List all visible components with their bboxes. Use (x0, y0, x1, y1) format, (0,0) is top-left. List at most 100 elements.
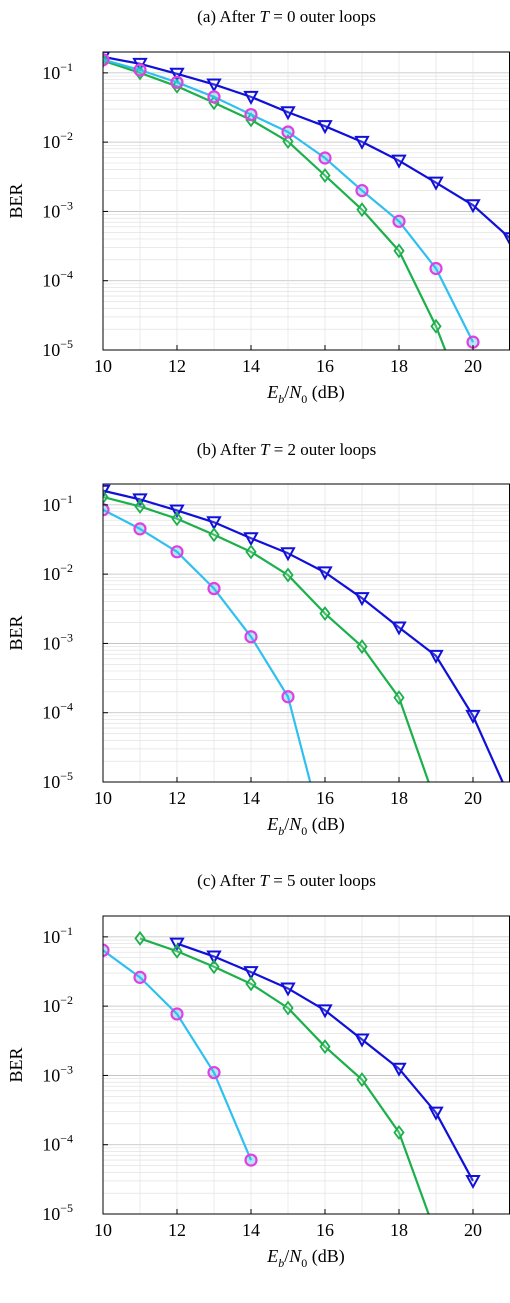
data-point (282, 134, 294, 150)
data-point (207, 1065, 221, 1080)
data-point (428, 649, 444, 665)
data-point (243, 532, 259, 547)
series-line (176, 942, 474, 1182)
series-line (103, 495, 430, 782)
y-tick-label: 10−1 (42, 60, 73, 83)
chart-panel-2: (b) After T = 2 outer loops 10−1 10−2 10−3 1… (6, 440, 510, 838)
data-point (280, 547, 296, 562)
data-point (428, 1106, 444, 1121)
data-point (207, 581, 221, 596)
data-point (245, 544, 257, 560)
data-point (103, 503, 110, 517)
y-axis-label: BER (6, 183, 26, 218)
data-point (281, 125, 295, 139)
data-point (280, 982, 296, 997)
x-tick-label: 16 (316, 788, 334, 808)
data-point (206, 516, 222, 531)
chart-title: (a) After T = 0 outer loops (197, 7, 376, 26)
x-axis-label: Eb/N0 (dB) (266, 814, 345, 838)
x-tick-label: 12 (168, 788, 186, 808)
axis-frame (102, 51, 510, 351)
y-tick-label: 10−4 (42, 700, 73, 723)
grid (103, 916, 510, 1214)
y-tick-label: 10−3 (42, 1062, 73, 1085)
data-point (465, 199, 481, 214)
y-tick-label: 10−4 (42, 268, 73, 291)
series-line (103, 949, 253, 1161)
grid (103, 52, 510, 350)
data-point (282, 567, 294, 583)
data-point (356, 639, 368, 655)
data-point (393, 690, 405, 706)
y-tick-label: 10−5 (42, 1201, 73, 1224)
x-tick-label: 18 (390, 788, 408, 808)
data-point (354, 592, 370, 607)
series-line (139, 937, 430, 1214)
data-point (393, 243, 405, 259)
y-tick-label: 10−2 (42, 129, 73, 152)
series-3 (103, 503, 312, 782)
series-line (103, 55, 510, 240)
grid (103, 484, 510, 782)
series-line (103, 59, 447, 350)
series-1 (103, 52, 510, 247)
axis-frame (102, 483, 510, 783)
data-point (134, 498, 146, 514)
data-point (133, 970, 147, 984)
chart-panel-1: (a) After T = 0 outer loops 10−1 10−2 10−3 1… (6, 7, 510, 406)
data-point (282, 1000, 294, 1016)
x-tick-label: 14 (242, 1220, 260, 1240)
axis-frame (102, 915, 510, 1215)
data-point (429, 261, 443, 276)
y-tick-label: 10−2 (42, 561, 73, 584)
data-point (355, 183, 369, 198)
data-point (392, 214, 406, 228)
data-point (243, 90, 259, 105)
data-point (206, 950, 222, 965)
series-1 (103, 484, 504, 782)
x-tick-label: 16 (316, 1220, 334, 1240)
x-tick-label: 10 (94, 356, 112, 376)
y-tick-label: 10−5 (42, 337, 73, 360)
x-tick-label: 20 (464, 356, 482, 376)
y-tick-label: 10−1 (42, 492, 73, 515)
data-point (103, 489, 109, 505)
y-tick-label: 10−5 (42, 769, 73, 792)
data-point (171, 943, 183, 959)
data-point (281, 690, 295, 704)
y-tick-label: 10−2 (42, 993, 73, 1016)
data-point (208, 527, 220, 543)
data-point (502, 232, 510, 247)
data-point (208, 959, 220, 975)
series-3 (103, 943, 258, 1167)
chart-title: (c) After T = 5 outer loops (197, 871, 376, 890)
data-point (133, 63, 147, 77)
series-1 (169, 937, 481, 1190)
data-point (391, 154, 407, 169)
data-point (354, 1033, 370, 1048)
x-tick-label: 12 (168, 356, 186, 376)
data-point (206, 78, 222, 93)
y-tick-label: 10−3 (42, 630, 73, 653)
data-point (243, 966, 259, 981)
data-point (134, 930, 146, 946)
data-point (391, 621, 407, 636)
x-tick-label: 18 (390, 1220, 408, 1240)
data-point (170, 75, 184, 89)
series-2 (134, 930, 430, 1214)
data-point (169, 504, 185, 519)
series-2 (103, 489, 430, 782)
y-tick-label: 10−1 (42, 924, 73, 947)
y-axis-label: BER (6, 1047, 26, 1082)
x-tick-label: 14 (242, 356, 260, 376)
series-line (103, 508, 312, 782)
data-point (356, 1072, 368, 1088)
data-point (318, 151, 332, 165)
data-point (465, 709, 481, 724)
data-point (103, 943, 110, 957)
x-tick-label: 10 (94, 1220, 112, 1240)
x-tick-label: 12 (168, 1220, 186, 1240)
chart-title: (b) After T = 2 outer loops (197, 440, 377, 459)
data-point (103, 53, 110, 67)
data-point (207, 90, 221, 104)
